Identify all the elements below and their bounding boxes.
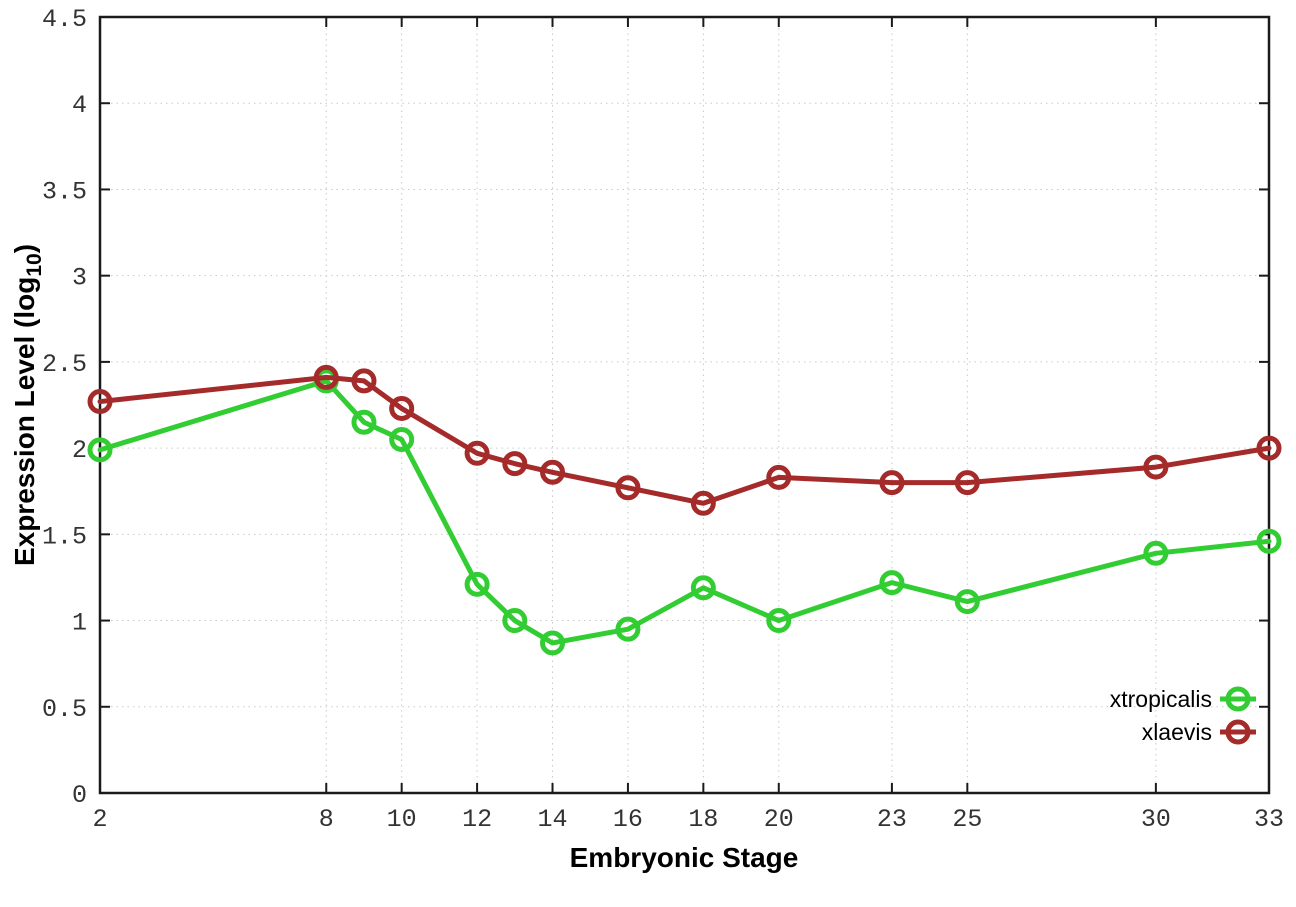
legend-label-xlaevis: xlaevis xyxy=(1142,719,1212,745)
data-point-marker-xlaevis xyxy=(766,464,792,490)
data-point-marker-xtropicalis xyxy=(690,575,716,601)
x-axis-tick-label: 2 xyxy=(92,805,107,834)
y-axis-tick-label: 1 xyxy=(72,609,87,638)
data-point-marker-xlaevis xyxy=(87,389,113,415)
plot-border-rect xyxy=(98,15,1271,795)
data-point-marker-xlaevis xyxy=(615,475,641,501)
data-point-marker-xtropicalis xyxy=(540,630,566,656)
x-axis-tick-label: 33 xyxy=(1254,805,1284,834)
y-axis-tick-label: 1.5 xyxy=(42,522,87,551)
data-point-marker-xtropicalis xyxy=(87,437,113,463)
x-axis-tick-label: 10 xyxy=(387,805,417,834)
data-point-marker-xlaevis xyxy=(540,459,566,485)
y-axis-tick-label: 2 xyxy=(72,436,87,465)
y-axis-title: Expression Level (log10) xyxy=(9,244,46,566)
data-point-marker-xlaevis xyxy=(954,470,980,496)
plot-border xyxy=(98,15,1271,795)
data-point-marker-xtropicalis xyxy=(389,426,415,452)
data-point-marker-xtropicalis xyxy=(766,608,792,634)
data-point-marker-xlaevis xyxy=(1256,435,1282,461)
data-point-marker-xtropicalis xyxy=(1143,540,1169,566)
x-axis-tick-label: 30 xyxy=(1141,805,1171,834)
x-axis-tick-label: 8 xyxy=(319,805,334,834)
x-axis-title: Embryonic Stage xyxy=(570,842,799,873)
data-point-marker-xlaevis xyxy=(389,395,415,421)
y-axis-tick-label: 3 xyxy=(72,264,87,293)
grid-layer xyxy=(100,17,1269,793)
x-axis-tick-label: 20 xyxy=(764,805,794,834)
legend-marker-icon-xtropicalis xyxy=(1225,686,1251,712)
x-axis-tick-label: 18 xyxy=(688,805,718,834)
data-point-marker-xlaevis xyxy=(464,440,490,466)
data-point-marker-xlaevis xyxy=(1143,454,1169,480)
data-point-marker-xtropicalis xyxy=(879,570,905,596)
data-point-marker-xtropicalis xyxy=(1256,528,1282,554)
series-layer xyxy=(87,364,1282,656)
y-axis-tick-label: 3.5 xyxy=(42,177,87,206)
y-axis-tick-label: 2.5 xyxy=(42,350,87,379)
x-axis-tick-label: 12 xyxy=(462,805,492,834)
data-point-marker-xlaevis xyxy=(879,470,905,496)
tick-label-layer: 2 8 10 12 14 16 18 20 23 25 30 33 0 0.5 1 1.5 2 2.5 3 3.5 4 4… xyxy=(42,5,1284,834)
data-point-marker-xtropicalis xyxy=(615,616,641,642)
y-axis-tick-label: 4 xyxy=(72,91,87,120)
data-point-marker-xlaevis xyxy=(351,368,377,394)
data-point-marker-xtropicalis xyxy=(351,409,377,435)
legend: xtropicalis xlaevis xyxy=(1110,686,1256,745)
data-point-marker-xtropicalis xyxy=(502,608,528,634)
tick-layer xyxy=(99,16,1270,794)
x-axis-tick-label: 16 xyxy=(613,805,643,834)
x-axis-tick-label: 23 xyxy=(877,805,907,834)
data-point-marker-xlaevis xyxy=(690,490,716,516)
series-line-xtropicalis xyxy=(97,378,1272,646)
legend-marker-icon-xlaevis xyxy=(1225,719,1251,745)
data-point-marker-xlaevis xyxy=(313,364,339,390)
data-point-marker-xtropicalis xyxy=(954,589,980,615)
data-point-marker-xtropicalis xyxy=(464,571,490,597)
x-axis-tick-label: 25 xyxy=(952,805,982,834)
legend-label-xtropicalis: xtropicalis xyxy=(1110,686,1212,712)
y-axis-tick-label: 0.5 xyxy=(42,695,87,724)
y-axis-tick-label: 0 xyxy=(72,781,87,810)
x-axis-tick-label: 14 xyxy=(538,805,568,834)
data-point-marker-xlaevis xyxy=(502,451,528,477)
y-axis-tick-label: 4.5 xyxy=(42,5,87,34)
